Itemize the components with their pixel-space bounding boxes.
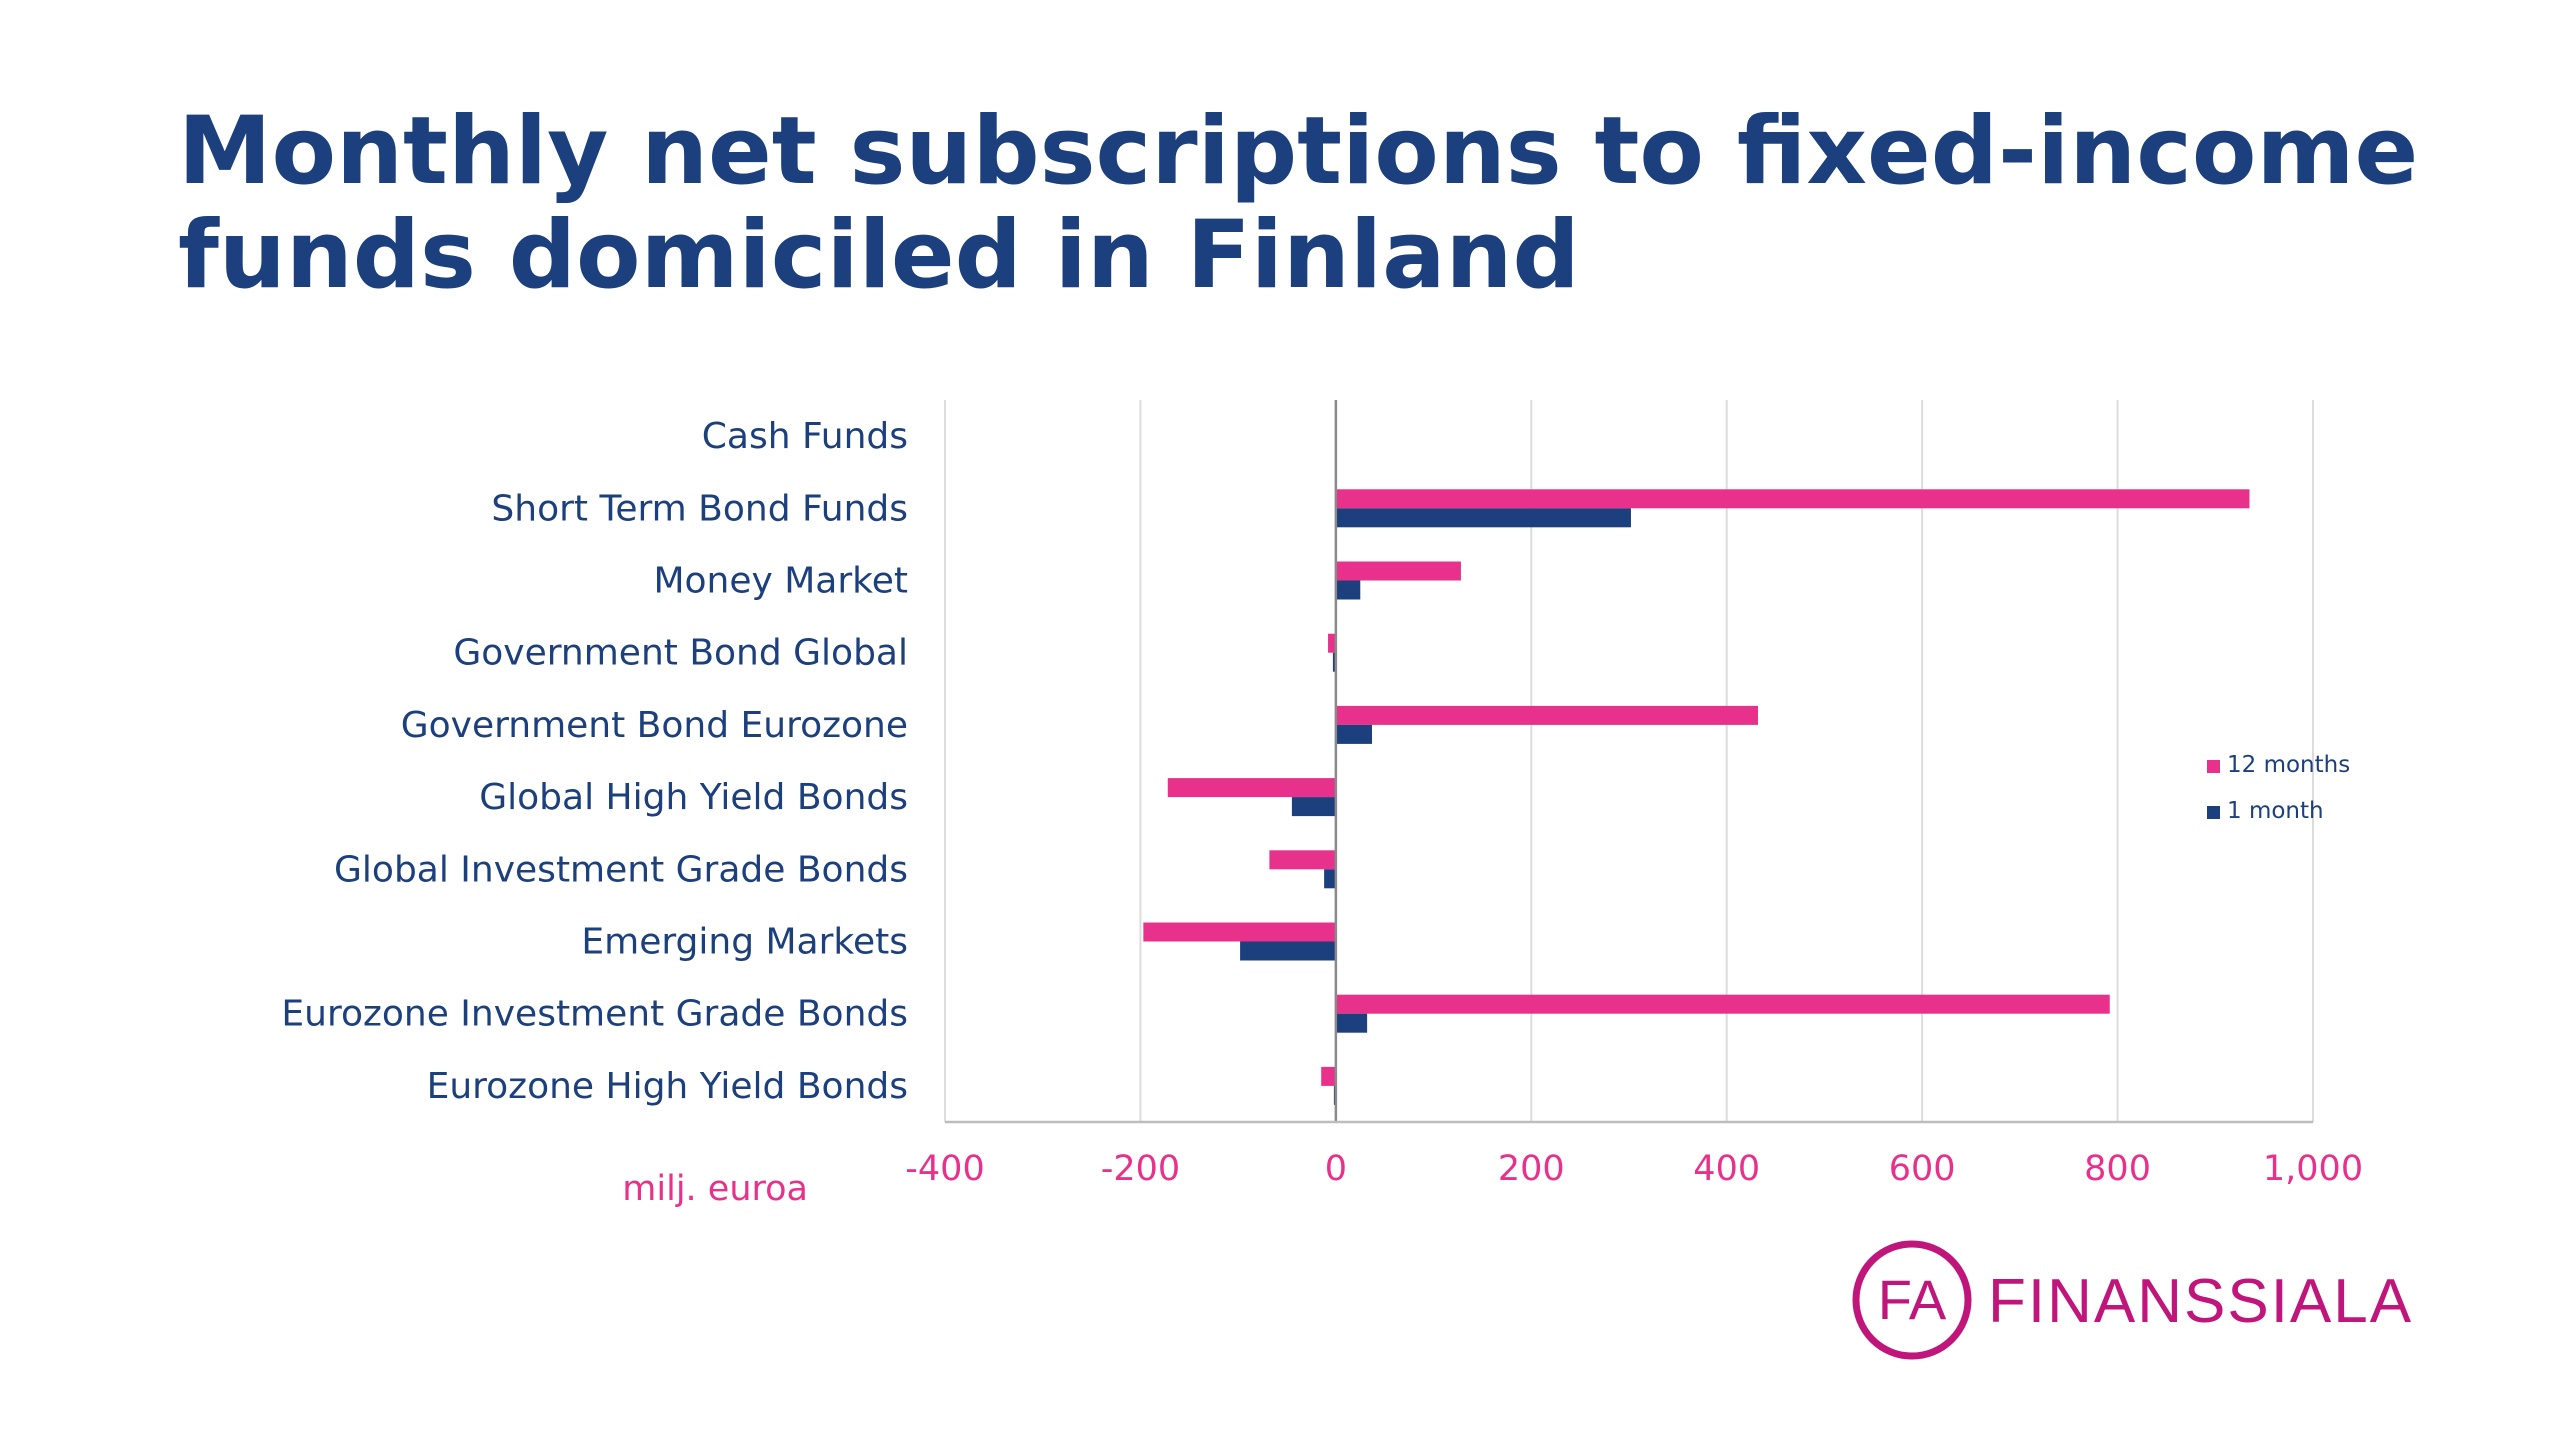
- labels: -400 -200 0 200 400 600 800 1,000 Cash Funds Shor…: [281, 416, 2363, 1189]
- x-tick-label: 200: [1498, 1149, 1565, 1189]
- chart-title-line-2: funds domiciled in Finland: [178, 201, 1580, 310]
- bar: [1328, 633, 1336, 653]
- bar: [1335, 1013, 1368, 1033]
- category-label: Money Market: [653, 561, 908, 602]
- x-tick-label: -400: [905, 1149, 984, 1189]
- category-label: Government Bond Eurozone: [401, 705, 908, 746]
- x-tick-label: 0: [1325, 1149, 1347, 1189]
- category-label: Cash Funds: [702, 416, 908, 457]
- legend-swatch: [2207, 760, 2220, 773]
- bar: [1167, 778, 1336, 798]
- x-tick-label: 400: [1693, 1149, 1760, 1189]
- logo-circle-icon: [1852, 1240, 1972, 1360]
- chart-title: Monthly net subscriptions to fixed-incom…: [178, 100, 2428, 308]
- unit-label: milj. euroa: [622, 1169, 808, 1209]
- finanssiala-logo: FA FINANSSIALA: [1852, 1240, 2413, 1360]
- category-label: Emerging Markets: [581, 922, 908, 963]
- category-label: Short Term Bond Funds: [491, 488, 908, 529]
- bar: [1335, 489, 2250, 509]
- category-label: Government Bond Global: [453, 633, 908, 674]
- x-tick-label: 1,000: [2263, 1149, 2363, 1189]
- bar: [1335, 508, 1631, 528]
- bar: [1321, 1066, 1336, 1086]
- bars: [1143, 489, 2250, 1105]
- bar: [1335, 561, 1461, 581]
- logo-name: FINANSSIALA: [1988, 1267, 2413, 1336]
- bar: [1269, 850, 1336, 870]
- category-label: Global Investment Grade Bonds: [334, 849, 908, 890]
- bar: [1335, 705, 1758, 725]
- category-label: Global High Yield Bonds: [479, 777, 908, 818]
- bar: [1335, 580, 1361, 600]
- axes: [945, 400, 2313, 1124]
- logo-mark: FA: [1878, 1268, 1947, 1331]
- legend-label: 1 month: [2227, 798, 2324, 824]
- bar: [1332, 652, 1336, 672]
- bar: [1324, 869, 1336, 889]
- legend-swatch: [2207, 806, 2220, 819]
- x-tick-label: 800: [2084, 1149, 2151, 1189]
- category-label: Eurozone High Yield Bonds: [427, 1066, 908, 1107]
- category-label: Eurozone Investment Grade Bonds: [281, 994, 908, 1035]
- x-tick-label: 600: [1889, 1149, 1956, 1189]
- legend: 12 months 1 month: [2207, 752, 2350, 824]
- bar: [1240, 941, 1336, 961]
- x-tick-label: -200: [1101, 1149, 1180, 1189]
- bar: [1335, 994, 2110, 1014]
- bar: [1143, 922, 1336, 942]
- bar: [1335, 724, 1373, 744]
- bar: [1291, 797, 1336, 817]
- chart-title-line-1: Monthly net subscriptions to fixed-incom…: [178, 97, 2419, 206]
- legend-label: 12 months: [2227, 752, 2350, 778]
